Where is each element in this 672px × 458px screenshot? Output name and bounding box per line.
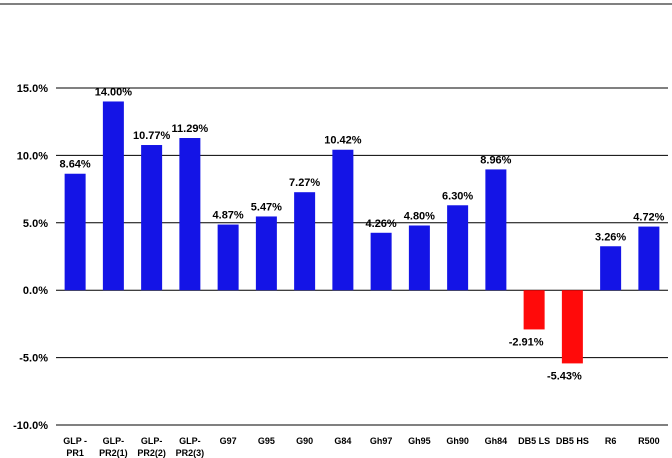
y-tick-label: 0.0% — [23, 285, 48, 297]
x-tick-label: R6 — [605, 436, 617, 446]
bar — [294, 192, 316, 291]
x-tick-label: Gh95 — [408, 436, 431, 446]
x-tick-label: DB5 LS — [518, 436, 550, 446]
value-label: -2.91% — [509, 336, 544, 348]
bar — [332, 149, 354, 291]
bar — [102, 101, 124, 291]
value-label: 5.47% — [251, 201, 282, 213]
value-label: 8.96% — [480, 154, 511, 166]
value-label: 4.72% — [633, 212, 664, 224]
x-tick-label: G84 — [334, 436, 351, 446]
y-tick-label: 5.0% — [23, 218, 48, 230]
bar — [638, 226, 660, 291]
bar — [408, 225, 430, 291]
value-label: -5.43% — [547, 370, 582, 382]
y-tick-label: -10.0% — [13, 420, 48, 432]
value-label: 4.80% — [404, 210, 435, 222]
bar — [561, 290, 583, 364]
y-tick-label: -5.0% — [19, 353, 48, 365]
y-tick-label: 15.0% — [17, 83, 48, 95]
bar — [217, 224, 239, 291]
value-label: 4.87% — [213, 210, 244, 222]
x-tick-label: Gh90 — [446, 436, 469, 446]
value-label: 10.42% — [324, 135, 362, 147]
x-tick-label: G90 — [296, 436, 313, 446]
x-tick-label: DB5 HS — [556, 436, 589, 446]
x-tick-label: GLP-PR2(2) — [137, 436, 166, 458]
x-tick-label: G97 — [220, 436, 237, 446]
value-label: 6.30% — [442, 190, 473, 202]
x-tick-label: Gh84 — [485, 436, 508, 446]
x-tick-label: Gh97 — [370, 436, 393, 446]
bar — [600, 246, 622, 291]
value-label: 14.00% — [95, 86, 133, 98]
bar — [64, 173, 86, 291]
value-label: 8.64% — [60, 159, 91, 171]
bar — [485, 169, 507, 291]
y-tick-label: 10.0% — [17, 150, 48, 162]
bar — [141, 145, 163, 291]
value-label: 11.29% — [172, 123, 209, 135]
bar — [179, 138, 201, 291]
value-label: 3.26% — [595, 231, 626, 243]
x-tick-label: G95 — [258, 436, 275, 446]
x-tick-label: GLP -PR1 — [63, 436, 87, 458]
x-tick-label: GLP-PR2(1) — [99, 436, 128, 458]
value-label: 10.77% — [133, 130, 171, 142]
bar — [447, 205, 469, 291]
bar — [370, 232, 392, 291]
bar — [255, 216, 277, 291]
x-tick-label: GLP-PR2(3) — [176, 436, 205, 458]
value-label: 7.27% — [289, 177, 320, 189]
bar — [523, 290, 545, 330]
x-tick-label: R500 — [638, 436, 660, 446]
value-label: 4.26% — [366, 218, 397, 230]
